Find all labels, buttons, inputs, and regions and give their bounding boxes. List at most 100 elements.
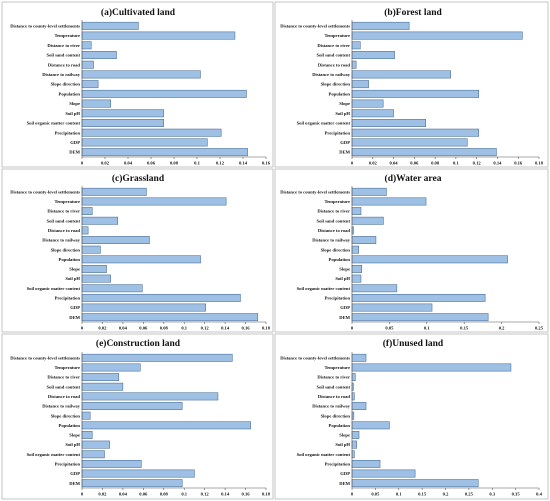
category-label: Distance to railway [42,72,80,77]
bar [351,31,523,40]
category-label: Distance to county-level settlements [10,23,80,28]
bar [81,148,248,157]
category-label: Distance to river [47,209,80,214]
bar [81,245,101,254]
bar [351,138,468,147]
category-label: Distance to road [318,394,351,399]
x-tick-label: 0.25 [465,492,474,497]
panel-frame [274,333,549,500]
panel-title: (f)Unused land [383,338,444,349]
category-label: Temperature [324,199,350,204]
x-tick-label: 0.25 [535,326,544,331]
category-label: Population [329,423,351,428]
bar [81,431,93,439]
bar [351,21,410,30]
x-tick-label: 0.15 [418,492,427,497]
panel-e-construction-land: (e)Construction land Distance to county-… [1,333,274,500]
category-label: DEM [69,150,80,155]
category-label: Distance to road [318,62,351,67]
bar [81,89,247,98]
x-tick-label: 0.12 [216,161,225,166]
category-label: Population [329,91,351,96]
bar [81,21,139,30]
bar [351,392,355,401]
category-label: Distance to road [318,228,351,233]
x-tick-label: 0.1 [453,161,459,166]
x-tick-label: 0.15 [460,326,469,331]
panel-b-forest-land: (b)Forest land Distance to county-level … [274,1,549,168]
category-label: Distance to river [47,375,80,380]
bar [351,207,362,216]
x-tick-label: 0 [81,492,84,497]
x-tick-label: 0 [351,326,354,331]
bar [81,469,195,478]
category-label: Distance to river [47,43,80,48]
bar [81,284,143,293]
category-label: Distance to county-level settlements [10,189,80,194]
bar [351,313,489,322]
category-label: Temperature [54,199,80,204]
bar [81,80,99,89]
category-label: GDP [70,140,80,145]
bar [351,450,355,459]
category-label: Slope [69,433,80,438]
category-label: Distance to road [48,62,81,67]
category-label: Soil sand content [317,53,351,58]
x-tick-label: 0.06 [410,161,419,166]
bar [351,479,479,488]
x-tick-label: 0.02 [101,161,110,166]
bar [351,274,362,283]
x-tick-label: 0.02 [98,492,107,497]
category-label: Slope [339,433,350,438]
panel-frame [274,1,549,168]
x-tick-label: 0.1 [194,161,200,166]
bar [351,236,377,244]
x-tick-label: 0.18 [535,161,544,166]
category-label: Precipitation [55,130,81,135]
bar [351,80,369,89]
x-tick-label: 0.1 [396,492,402,497]
category-label: DEM [339,315,350,320]
category-label: Slope [69,101,80,106]
x-tick-label: 0.12 [201,326,210,331]
bar [81,119,164,127]
bar [351,293,486,302]
category-label: Population [59,257,81,262]
bar [81,313,259,322]
bar [351,70,451,79]
bar [81,421,251,430]
x-tick-label: 0.08 [160,492,169,497]
category-label: Distance to county-level settlements [280,23,350,28]
category-label: Distance to railway [312,72,350,77]
bar [81,138,208,147]
category-label: Distance to county-level settlements [280,355,350,360]
bar [351,187,387,196]
panel-frame [274,168,549,333]
x-tick-label: 0.18 [262,492,271,497]
bar [351,89,479,98]
bar [351,373,356,382]
x-tick-label: 0.12 [473,161,482,166]
category-label: Population [59,91,81,96]
panel-frame [1,333,274,500]
category-label: Distance to railway [312,404,350,409]
category-label: DEM [339,481,350,486]
x-tick-label: 0.04 [390,161,399,166]
bar [351,265,362,273]
category-label: Distance to river [317,375,350,380]
panel-c-grassland: (c)Grassland Distance to county-level se… [1,168,274,333]
bar [81,303,206,312]
category-label: Soil sand content [47,218,81,223]
category-label: Temperature [324,365,350,370]
bar [351,245,359,254]
category-label: Population [59,423,81,428]
category-label: Soil pH [335,276,350,281]
category-label: DEM [339,150,350,155]
bar [81,197,227,206]
x-tick-label: 0.08 [431,161,440,166]
bar [81,440,110,449]
category-label: Distance to county-level settlements [280,189,350,194]
bar [351,99,384,108]
bar [351,255,508,264]
bar [81,459,142,468]
